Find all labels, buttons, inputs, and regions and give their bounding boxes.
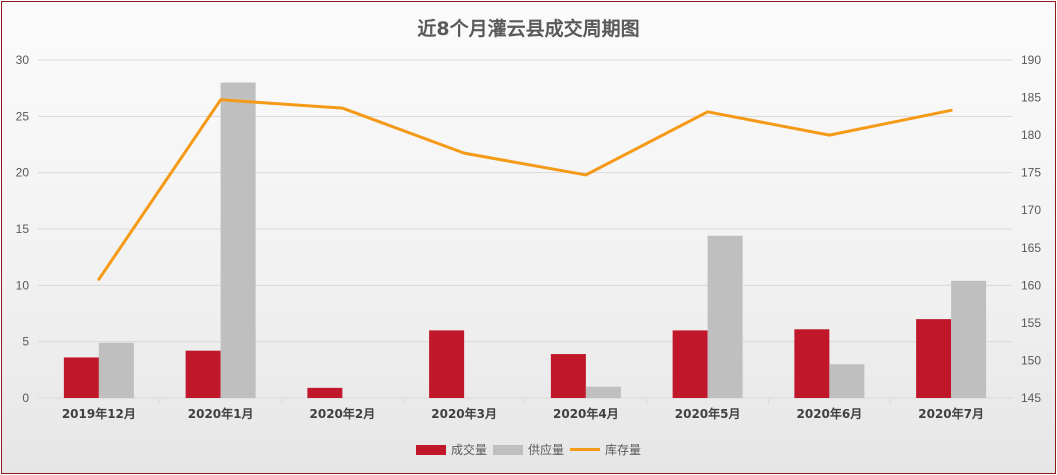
bar-supply [707, 235, 743, 398]
bar-supply [220, 82, 256, 399]
legend-item-inventory: 库存量 [570, 441, 641, 458]
bar-supply [951, 280, 987, 398]
legend-item-supply: 供应量 [492, 441, 564, 458]
bar-deals [63, 357, 99, 398]
bar-deals [185, 350, 221, 398]
line-inventory [97, 98, 953, 281]
x-category-label: 2020年1月 [188, 406, 254, 421]
y-left-tick: 0 [22, 391, 29, 405]
bar-supply [98, 342, 134, 398]
bar-deals [550, 354, 586, 398]
chart-title: 近8个月灌云县成交周期图 [417, 18, 640, 40]
x-category-label: 2020年5月 [675, 406, 741, 421]
x-category-label: 2020年2月 [310, 406, 376, 421]
y-right-tick: 155 [1021, 316, 1041, 330]
bar-supply [829, 364, 865, 398]
y-right-tick: 170 [1021, 203, 1041, 217]
bar-supply [585, 386, 621, 398]
bar-deals [429, 330, 465, 398]
legend-label-deals: 成交量 [450, 443, 487, 457]
y-right-tick: 175 [1021, 166, 1041, 180]
y-right-tick: 190 [1021, 53, 1041, 67]
x-category-label: 2020年4月 [553, 406, 619, 421]
y-right-tick: 185 [1021, 91, 1041, 105]
y-right-tick: 180 [1021, 128, 1041, 142]
x-category-label: 2019年12月 [62, 406, 136, 421]
legend-swatch-deals [415, 444, 446, 455]
bar-deals [916, 319, 952, 398]
bar-deals [794, 329, 830, 398]
y-left-tick: 30 [16, 53, 30, 67]
x-category-label: 2020年6月 [797, 406, 863, 421]
legend-swatch-inventory [570, 448, 600, 451]
bar-deals [672, 330, 708, 398]
bar-deals [307, 387, 343, 398]
y-right-tick: 165 [1021, 241, 1041, 255]
y-right-tick: 160 [1021, 278, 1041, 292]
x-category-label: 2020年3月 [431, 406, 497, 421]
y-left-tick: 10 [16, 278, 30, 292]
y-right-tick: 150 [1021, 353, 1041, 367]
y-right-tick: 145 [1021, 391, 1041, 405]
y-left-tick: 25 [16, 109, 30, 123]
y-left-tick: 15 [16, 222, 30, 236]
x-category-label: 2020年7月 [918, 406, 984, 421]
legend-item-deals: 成交量 [415, 441, 487, 458]
y-left-tick: 5 [22, 335, 29, 349]
legend-label-supply: 供应量 [527, 443, 564, 457]
legend-swatch-supply [492, 444, 523, 455]
y-left-tick: 20 [16, 166, 30, 180]
legend: 成交量 供应量 库存量 [2, 441, 1055, 458]
legend-label-inventory: 库存量 [605, 443, 642, 457]
